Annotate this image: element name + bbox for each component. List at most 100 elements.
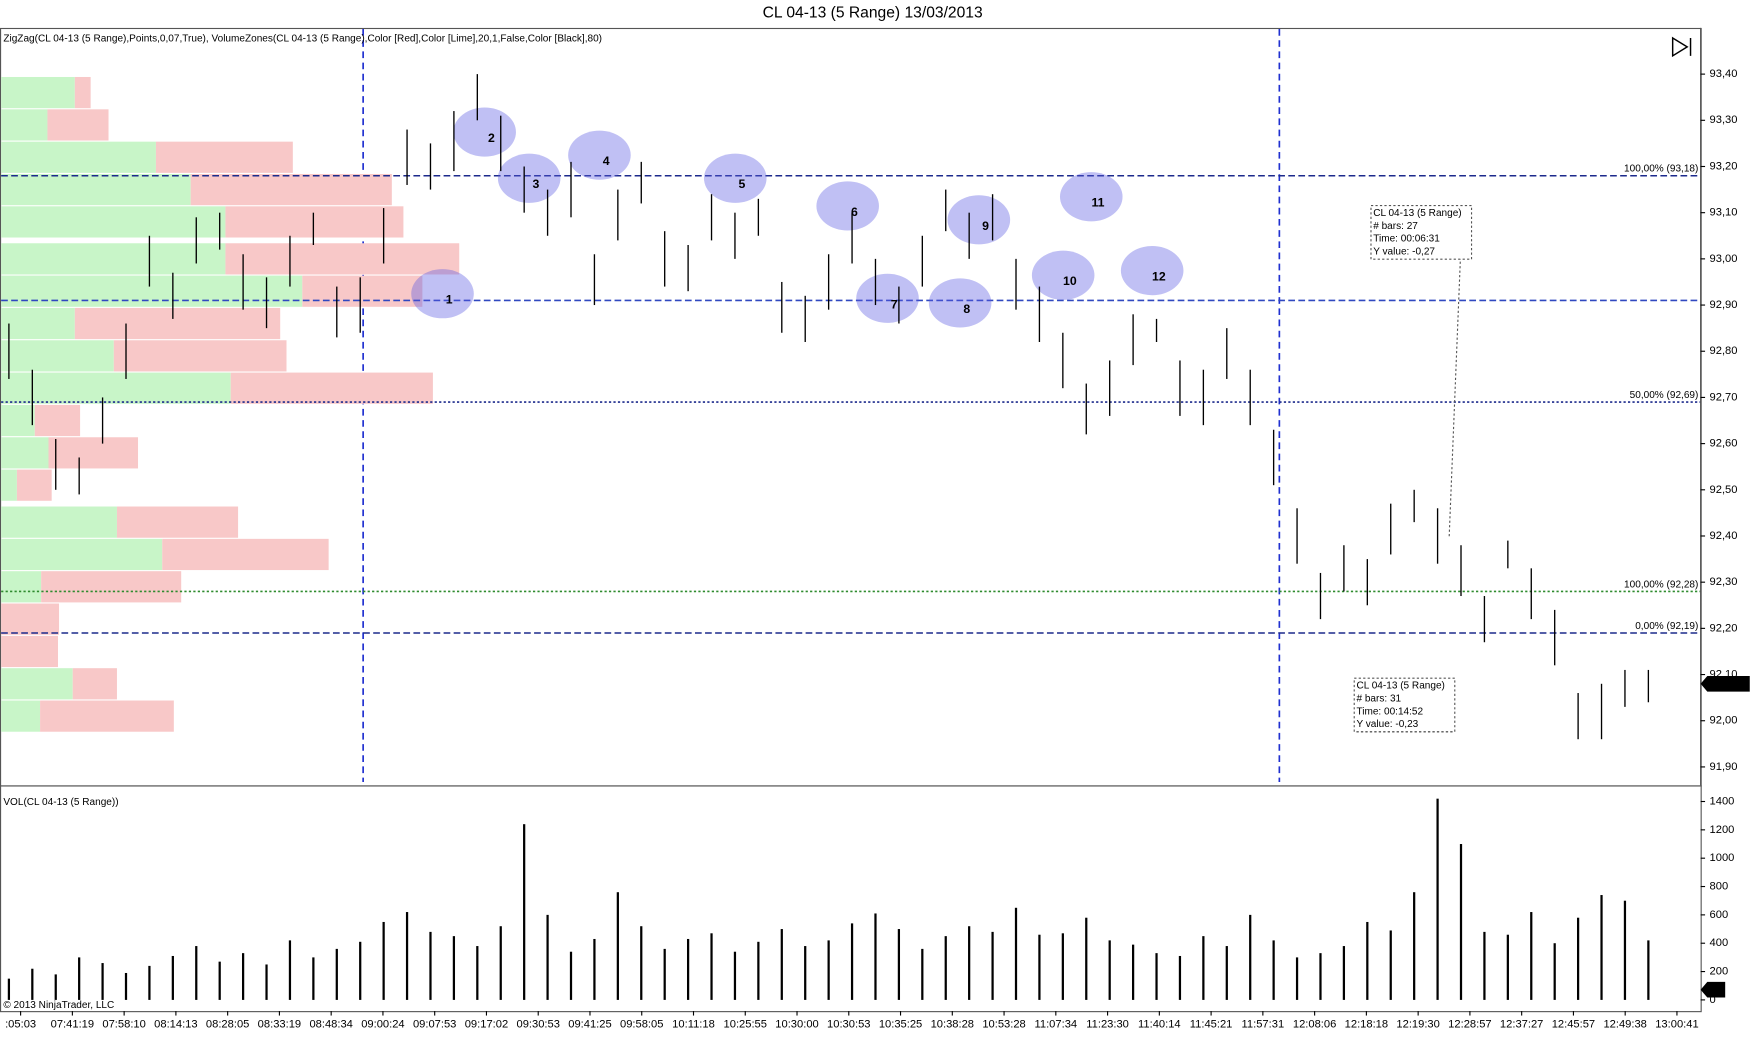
buy-zone [1,668,73,700]
x-tick-label: 07:58:10 [102,1018,145,1030]
annotation-text: CL 04-13 (5 Range) [1373,208,1461,219]
sell-zone [190,173,392,206]
y-tick-label: 1000 [1710,852,1735,864]
volume-bar [686,938,690,1000]
x-tick-label: 11:07:34 [1035,1018,1078,1030]
level-label: 100,00% (93,18) [1624,164,1698,175]
x-tick-label: 11:57:31 [1242,1018,1285,1030]
volume-bar [31,968,34,1000]
sell-zone [116,506,239,538]
volume-bar [1459,844,1463,1000]
volume-bar [1366,921,1369,1000]
y-tick-label: 800 [1710,880,1729,892]
y-tick-label: 92,20 [1710,622,1738,634]
buy-zone [1,243,226,275]
buy-zone [1,506,117,538]
buy-zone [1,538,163,571]
chart-title: CL 04-13 (5 Range) 13/03/2013 [763,5,983,22]
volume-bar [1155,953,1158,1000]
x-tick-label: 12:08:06 [1293,1018,1336,1030]
x-tick-label: 09:30:53 [516,1018,559,1030]
swing-highlight [568,130,631,180]
swing-highlight [497,153,561,203]
swing-label: 7 [891,297,898,311]
volume-bars [7,798,1650,1000]
y-tick-label: 93,30 [1710,114,1738,126]
buy-zone [1,173,191,206]
volume-bar [405,912,409,1000]
sell-zone [162,538,329,571]
x-tick-label: 09:17:02 [465,1018,508,1030]
volume-bar [241,953,245,1000]
annotation-text: Time: 00:06:31 [1373,234,1440,245]
y-tick-label: 93,20 [1710,160,1738,172]
x-tick-label: 10:38:28 [931,1018,974,1030]
y-tick-label: 1200 [1710,824,1735,836]
volume-bar [195,946,198,1000]
volume-bar [476,946,479,1000]
volume-label: VOL(CL 04-13 (5 Range)) [3,797,118,808]
swing-label: 1 [446,293,453,307]
x-tick-label: 08:14:13 [154,1018,197,1030]
swing-highlight [928,278,992,328]
sell-zone [225,206,404,238]
volume-bar [1600,895,1603,1000]
y-tick-label: 92,30 [1710,576,1738,588]
volume-bar [593,938,596,1000]
volume-bar [7,978,11,1000]
level-label: 100,00% (92,28) [1624,579,1698,590]
x-tick-label: 11:45:21 [1190,1018,1233,1030]
volume-bar [1506,934,1509,1000]
x-tick-label: 10:30:00 [775,1018,818,1030]
volume-panel-frame [0,785,1702,1013]
annotation-text: # bars: 31 [1356,693,1401,704]
swing-highlight [1031,250,1095,300]
x-tick-label: 12:19:30 [1396,1018,1439,1030]
buy-zone [1,307,75,340]
volume-bar [1389,930,1392,1000]
x-tick-label: :05:03 [5,1018,36,1030]
x-tick-label: 08:48:34 [309,1018,352,1030]
swing-label: 2 [488,131,495,145]
scroll-end-button[interactable] [1671,36,1692,58]
swing-highlight [1120,246,1184,296]
y-tick-label: 92,10 [1710,669,1738,681]
swing-highlight [947,195,1011,245]
volume-bar [1131,944,1135,1000]
volume-bar [359,941,362,1000]
volume-bar [1319,953,1322,1000]
sell-zone [16,469,52,501]
x-tick-label: 09:07:53 [413,1018,456,1030]
last-volume-label: 72 [1710,984,1722,996]
x-tick-label: 10:35:25 [879,1018,922,1030]
volume-bar [148,965,151,1000]
volume-bar [78,957,81,1000]
sell-zone [74,307,281,340]
volume-zones [1,76,460,732]
volume-bar [1225,946,1228,1000]
buy-zone [1,372,231,404]
y-tick-label: 93,10 [1710,207,1738,219]
annotation-text: Y value: -0,23 [1356,719,1418,730]
x-tick-label: 11:23:30 [1086,1018,1129,1030]
volume-bar [663,948,666,1000]
volume-bar [1178,955,1182,1000]
sell-zone [34,404,81,437]
annotation-box [1353,677,1456,733]
swing-highlight [411,269,474,319]
buy-zone [1,141,156,173]
volume-bar [499,926,502,1000]
volume-bar [382,921,385,1000]
volume-bar [429,931,432,1000]
volume-bar [1085,917,1088,1000]
volume-bar [1272,940,1275,1000]
volume-bar [218,961,221,1000]
buy-zone [1,404,35,437]
volume-bar [1038,934,1041,1000]
indicator-label: ZigZag(CL 04-13 (5 Range),Points,0,07,Tr… [3,34,602,45]
swing-highlight [703,153,767,203]
swing-label: 9 [982,219,989,233]
sell-zone [1,603,60,635]
